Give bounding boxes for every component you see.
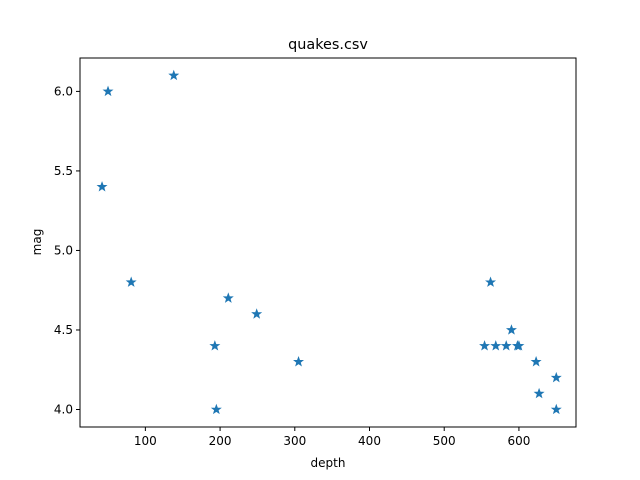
x-tick-label: 500	[433, 434, 456, 448]
data-point-star-marker	[513, 340, 525, 351]
y-tick-label: 4.5	[54, 323, 73, 337]
data-point-star-marker	[209, 340, 221, 351]
data-point-star-marker	[210, 403, 222, 415]
x-tick-label: 400	[358, 434, 381, 448]
y-tick-label: 5.0	[54, 243, 73, 257]
data-point-star-marker	[485, 276, 497, 287]
x-tick-label: 200	[209, 434, 232, 448]
data-point-star-marker	[479, 340, 491, 351]
chart-title: quakes.csv	[288, 37, 368, 53]
plot-area-frame	[79, 57, 577, 428]
data-point-star-marker	[505, 324, 517, 335]
x-axis-label: depth	[311, 456, 346, 470]
data-point-star-marker	[550, 371, 562, 383]
axis-ticks: 100 200 300 400 500 600 4.0 4.5 5.0 5.5 6.0	[54, 84, 530, 448]
y-tick-label: 6.0	[54, 84, 73, 98]
data-point-star-marker	[222, 292, 234, 303]
data-point-star-marker	[125, 276, 137, 287]
data-points	[96, 69, 562, 415]
x-tick-label: 600	[507, 434, 530, 448]
y-tick-label: 5.5	[54, 164, 73, 178]
data-point-star-marker	[168, 69, 180, 81]
data-point-star-marker	[96, 181, 108, 192]
data-point-star-marker	[490, 340, 502, 351]
y-axis-label: mag	[30, 229, 44, 256]
y-tick-label: 4.0	[54, 403, 73, 417]
data-point-star-marker	[530, 356, 542, 367]
data-point-star-marker	[102, 85, 114, 97]
data-point-star-marker	[500, 340, 512, 351]
data-point-star-marker	[550, 403, 562, 415]
data-point-star-marker	[533, 387, 545, 399]
data-point-star-marker	[251, 308, 263, 319]
data-point-star-marker	[293, 356, 305, 367]
x-tick-label: 300	[283, 434, 306, 448]
x-tick-label: 100	[134, 434, 157, 448]
